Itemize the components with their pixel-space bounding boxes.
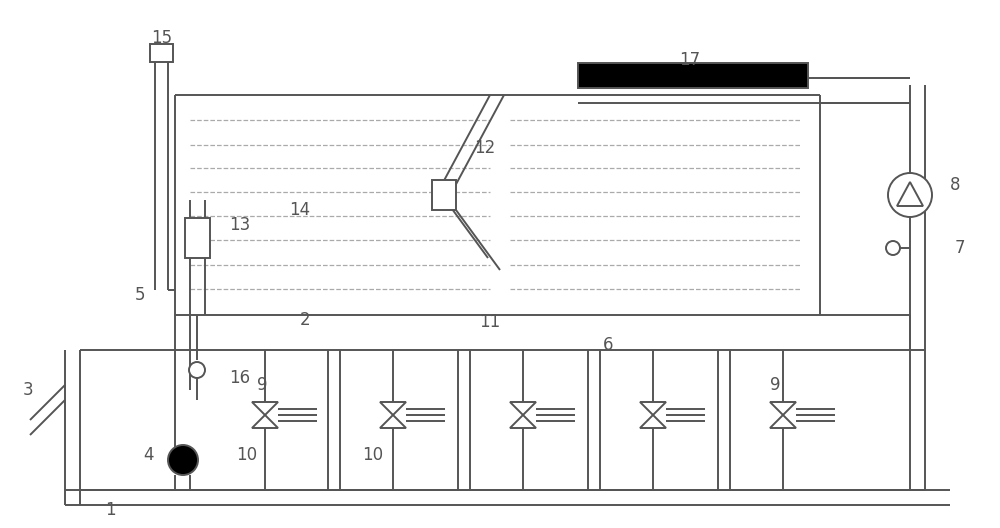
Text: 9: 9 <box>770 376 780 394</box>
Text: 13: 13 <box>229 216 251 234</box>
Text: 9: 9 <box>257 376 267 394</box>
Text: 11: 11 <box>479 313 501 331</box>
Text: 12: 12 <box>474 139 496 157</box>
Text: 1: 1 <box>105 501 115 519</box>
Circle shape <box>886 241 900 255</box>
Bar <box>185 218 210 258</box>
Circle shape <box>189 362 205 378</box>
Text: 14: 14 <box>289 201 311 219</box>
Text: 15: 15 <box>151 29 173 47</box>
Polygon shape <box>252 415 278 428</box>
Polygon shape <box>380 415 406 428</box>
Polygon shape <box>640 402 666 415</box>
Polygon shape <box>640 415 666 428</box>
Bar <box>432 180 456 210</box>
Text: 6: 6 <box>603 336 613 354</box>
Polygon shape <box>770 402 796 415</box>
Text: 10: 10 <box>236 446 258 464</box>
Circle shape <box>888 173 932 217</box>
Polygon shape <box>897 182 923 206</box>
Text: 7: 7 <box>955 239 965 257</box>
Polygon shape <box>380 402 406 415</box>
Polygon shape <box>510 415 536 428</box>
Text: 2: 2 <box>300 311 310 329</box>
Polygon shape <box>252 402 278 415</box>
Circle shape <box>168 445 198 475</box>
Text: 3: 3 <box>23 381 33 399</box>
Polygon shape <box>510 402 536 415</box>
Text: 8: 8 <box>950 176 960 194</box>
Polygon shape <box>770 415 796 428</box>
Text: 16: 16 <box>229 369 251 387</box>
Bar <box>150 44 173 62</box>
Text: 10: 10 <box>362 446 384 464</box>
Text: 4: 4 <box>143 446 153 464</box>
Text: 5: 5 <box>135 286 145 304</box>
Bar <box>578 63 808 88</box>
Text: 17: 17 <box>679 51 701 69</box>
